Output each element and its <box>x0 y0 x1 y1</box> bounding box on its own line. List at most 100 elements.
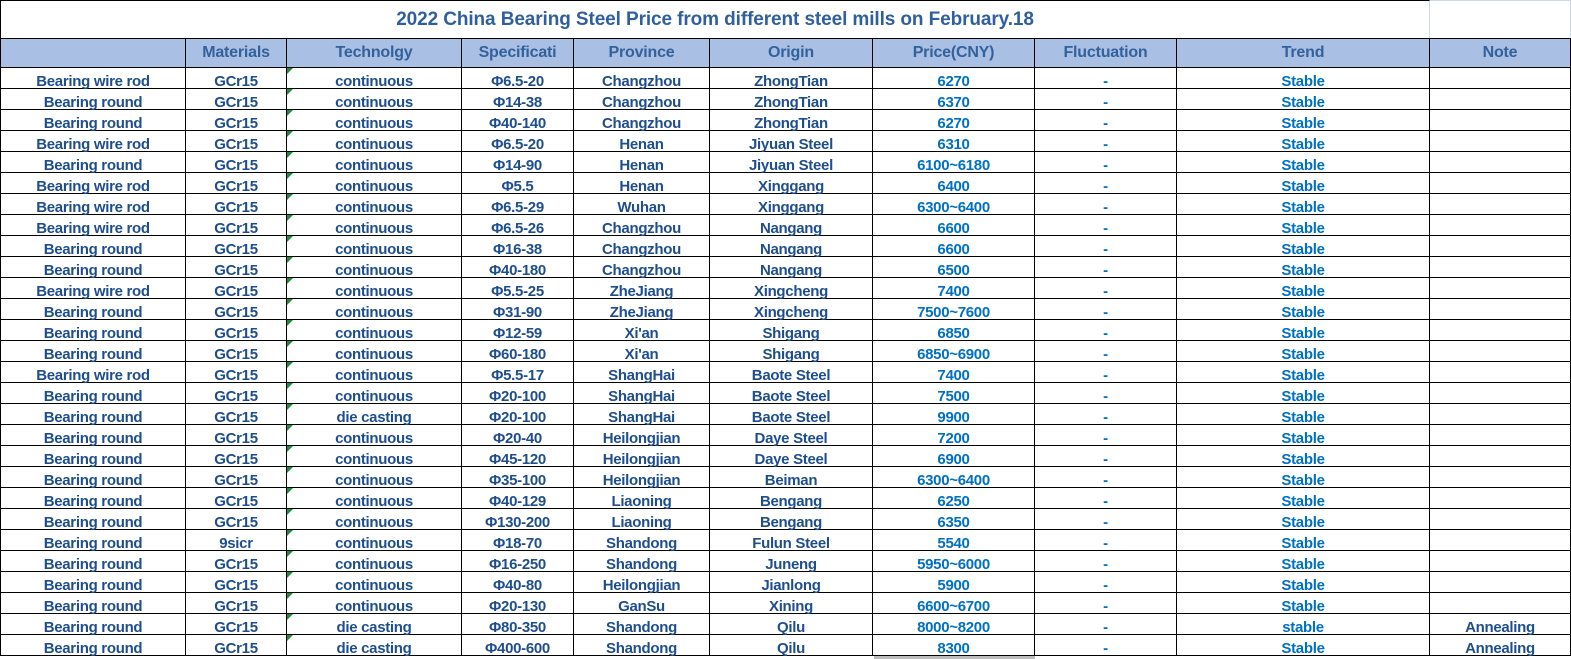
cell-product[interactable]: Bearing round <box>0 299 186 320</box>
cell-origin[interactable]: Fulun Steel <box>710 530 873 551</box>
cell-trend[interactable]: Stable <box>1177 110 1430 131</box>
cell-materials[interactable]: GCr15 <box>186 194 287 215</box>
cell-province[interactable]: Liaoning <box>574 509 710 530</box>
cell-fluctuation[interactable]: - <box>1035 257 1177 278</box>
cell-specification[interactable]: Φ400-600 <box>462 635 574 656</box>
cell-fluctuation[interactable]: - <box>1035 551 1177 572</box>
cell-origin[interactable]: Jiyuan Steel <box>710 131 873 152</box>
cell-province[interactable]: Changzhou <box>574 215 710 236</box>
header-cell-specification[interactable]: Specificati <box>462 38 574 68</box>
cell-fluctuation[interactable]: - <box>1035 131 1177 152</box>
cell-technology[interactable]: continuous <box>287 509 462 530</box>
cell-price[interactable]: 7500 <box>873 383 1035 404</box>
cell-price[interactable]: 7500~7600 <box>873 299 1035 320</box>
cell-technology[interactable]: continuous <box>287 173 462 194</box>
cell-specification[interactable]: Φ12-59 <box>462 320 574 341</box>
cell-province[interactable]: ShangHai <box>574 383 710 404</box>
cell-fluctuation[interactable]: - <box>1035 404 1177 425</box>
cell-fluctuation[interactable]: - <box>1035 173 1177 194</box>
cell-fluctuation[interactable]: - <box>1035 110 1177 131</box>
cell-specification[interactable]: Φ20-100 <box>462 383 574 404</box>
cell-province[interactable]: Changzhou <box>574 236 710 257</box>
cell-trend[interactable]: Stable <box>1177 89 1430 110</box>
selected-cell-fragment[interactable] <box>874 656 1035 659</box>
cell-note[interactable] <box>1430 131 1571 152</box>
cell-province[interactable]: Heilongjian <box>574 425 710 446</box>
cell-price[interactable]: 8000~8200 <box>873 614 1035 635</box>
cell-fluctuation[interactable]: - <box>1035 530 1177 551</box>
cell-fluctuation[interactable]: - <box>1035 635 1177 656</box>
cell-specification[interactable]: Φ31-90 <box>462 299 574 320</box>
cell-province[interactable]: ShangHai <box>574 362 710 383</box>
cell-note[interactable] <box>1430 215 1571 236</box>
cell-province[interactable]: GanSu <box>574 593 710 614</box>
cell-province[interactable]: Henan <box>574 173 710 194</box>
cell-technology[interactable]: die casting <box>287 404 462 425</box>
cell-technology[interactable]: continuous <box>287 68 462 89</box>
cell-materials[interactable]: GCr15 <box>186 173 287 194</box>
page-title[interactable]: 2022 China Bearing Steel Price from diff… <box>0 0 1430 38</box>
cell-trend[interactable]: Stable <box>1177 173 1430 194</box>
cell-product[interactable]: Bearing wire rod <box>0 215 186 236</box>
cell-specification[interactable]: Φ6.5-26 <box>462 215 574 236</box>
cell-price[interactable]: 6370 <box>873 89 1035 110</box>
cell-fluctuation[interactable]: - <box>1035 68 1177 89</box>
cell-province[interactable]: Shandong <box>574 530 710 551</box>
cell-origin[interactable]: Jiyuan Steel <box>710 152 873 173</box>
cell-province[interactable]: Heilongjian <box>574 446 710 467</box>
cell-note[interactable] <box>1430 467 1571 488</box>
cell-trend[interactable]: Stable <box>1177 509 1430 530</box>
cell-materials[interactable]: GCr15 <box>186 299 287 320</box>
header-cell-price[interactable]: Price(CNY) <box>873 38 1035 68</box>
cell-specification[interactable]: Φ5.5-25 <box>462 278 574 299</box>
cell-note[interactable] <box>1430 110 1571 131</box>
cell-specification[interactable]: Φ5.5 <box>462 173 574 194</box>
cell-note[interactable] <box>1430 68 1571 89</box>
cell-specification[interactable]: Φ5.5-17 <box>462 362 574 383</box>
cell-price[interactable]: 6250 <box>873 488 1035 509</box>
cell-trend[interactable]: Stable <box>1177 362 1430 383</box>
cell-technology[interactable]: continuous <box>287 236 462 257</box>
cell-product[interactable]: Bearing round <box>0 320 186 341</box>
cell-specification[interactable]: Φ14-38 <box>462 89 574 110</box>
cell-trend[interactable]: Stable <box>1177 68 1430 89</box>
cell-product[interactable]: Bearing round <box>0 383 186 404</box>
cell-origin[interactable]: Nangang <box>710 215 873 236</box>
cell-product[interactable]: Bearing round <box>0 110 186 131</box>
cell-note[interactable] <box>1430 341 1571 362</box>
cell-fluctuation[interactable]: - <box>1035 362 1177 383</box>
cell-origin[interactable]: Bengang <box>710 488 873 509</box>
cell-province[interactable]: Changzhou <box>574 68 710 89</box>
cell-note[interactable] <box>1430 404 1571 425</box>
cell-trend[interactable]: Stable <box>1177 320 1430 341</box>
cell-product[interactable]: Bearing round <box>0 446 186 467</box>
cell-note[interactable] <box>1430 194 1571 215</box>
cell-origin[interactable]: Nangang <box>710 236 873 257</box>
cell-fluctuation[interactable]: - <box>1035 425 1177 446</box>
cell-materials[interactable]: GCr15 <box>186 278 287 299</box>
header-cell-origin[interactable]: Origin <box>710 38 873 68</box>
cell-province[interactable]: ZheJiang <box>574 299 710 320</box>
cell-note[interactable] <box>1430 320 1571 341</box>
cell-technology[interactable]: die casting <box>287 635 462 656</box>
cell-trend[interactable]: Stable <box>1177 572 1430 593</box>
cell-specification[interactable]: Φ14-90 <box>462 152 574 173</box>
cell-origin[interactable]: Daye Steel <box>710 425 873 446</box>
cell-fluctuation[interactable]: - <box>1035 446 1177 467</box>
cell-materials[interactable]: GCr15 <box>186 488 287 509</box>
cell-technology[interactable]: continuous <box>287 383 462 404</box>
cell-price[interactable]: 7400 <box>873 278 1035 299</box>
cell-technology[interactable]: continuous <box>287 152 462 173</box>
cell-price[interactable]: 6850 <box>873 320 1035 341</box>
cell-specification[interactable]: Φ40-180 <box>462 257 574 278</box>
cell-province[interactable]: Shandong <box>574 551 710 572</box>
cell-technology[interactable]: continuous <box>287 488 462 509</box>
cell-price[interactable]: 6500 <box>873 257 1035 278</box>
cell-origin[interactable]: Xinggang <box>710 194 873 215</box>
cell-product[interactable]: Bearing round <box>0 551 186 572</box>
cell-province[interactable]: Xi'an <box>574 320 710 341</box>
cell-product[interactable]: Bearing round <box>0 572 186 593</box>
cell-fluctuation[interactable]: - <box>1035 383 1177 404</box>
cell-origin[interactable]: Beiman <box>710 467 873 488</box>
cell-trend[interactable]: Stable <box>1177 236 1430 257</box>
